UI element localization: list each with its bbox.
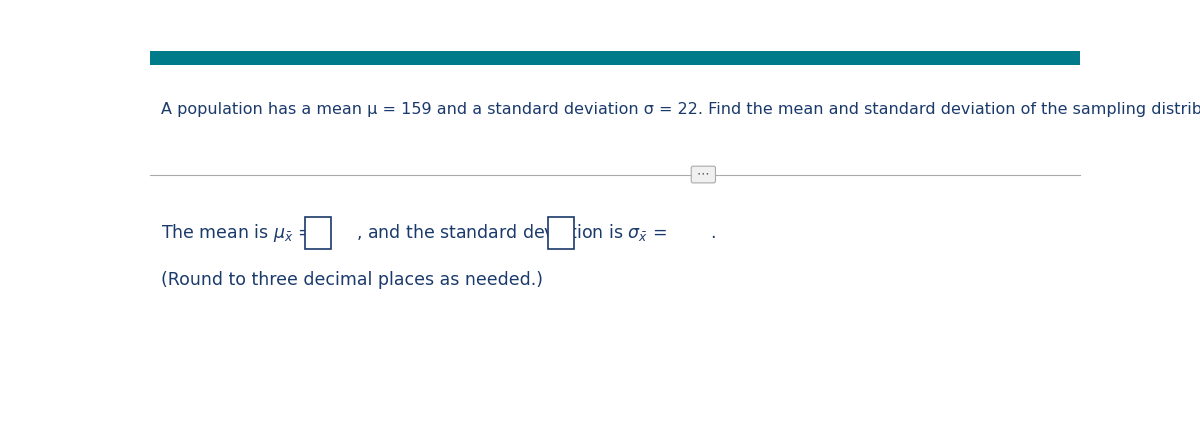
Text: The mean is $\mu_{\bar{x}}$ =        , and the standard deviation is $\sigma_{\b: The mean is $\mu_{\bar{x}}$ = , and the … — [161, 222, 716, 244]
Text: (Round to three decimal places as needed.): (Round to three decimal places as needed… — [161, 272, 544, 289]
FancyBboxPatch shape — [548, 217, 574, 250]
Text: A population has a mean μ = 159 and a standard deviation σ = 22. Find the mean a: A population has a mean μ = 159 and a st… — [161, 102, 1200, 117]
FancyBboxPatch shape — [305, 217, 331, 250]
FancyBboxPatch shape — [150, 51, 1080, 66]
Text: ⋯: ⋯ — [694, 168, 714, 181]
